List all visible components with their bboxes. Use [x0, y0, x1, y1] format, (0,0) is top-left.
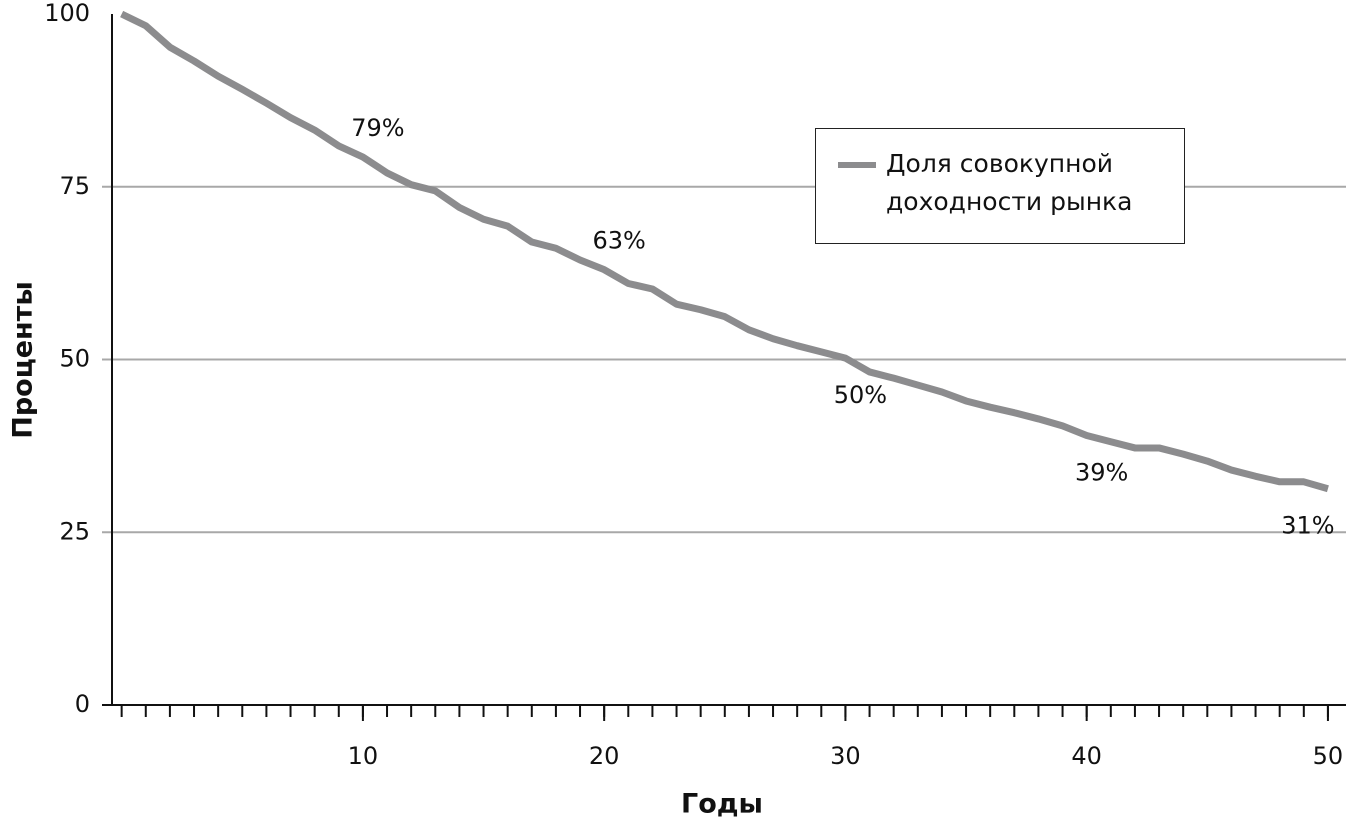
x-tick-label: 50: [1313, 742, 1344, 770]
x-tick-label: 20: [589, 742, 620, 770]
data-line: [120, 10, 1329, 493]
data-label: 63%: [592, 227, 645, 255]
y-tick-label: 0: [75, 690, 90, 718]
x-axis-label: Годы: [681, 789, 763, 820]
data-label: 39%: [1075, 459, 1128, 487]
x-tick-label: 10: [348, 742, 379, 770]
x-tick-label: 30: [830, 742, 861, 770]
data-label: 79%: [351, 114, 404, 142]
data-label: 50%: [834, 381, 887, 409]
legend-label: Доля совокупной доходности рынка: [886, 149, 1133, 216]
legend-swatch: [838, 162, 876, 168]
y-axis-label: Проценты: [8, 281, 39, 439]
y-tick-label: 100: [44, 0, 90, 27]
y-tick-label: 25: [59, 517, 90, 545]
x-tick-label: 40: [1071, 742, 1102, 770]
y-tick-label: 75: [59, 172, 90, 200]
data-label: 31%: [1281, 512, 1334, 540]
legend: Доля совокупной доходности рынка: [815, 128, 1185, 244]
y-tick-label: 50: [59, 345, 90, 373]
